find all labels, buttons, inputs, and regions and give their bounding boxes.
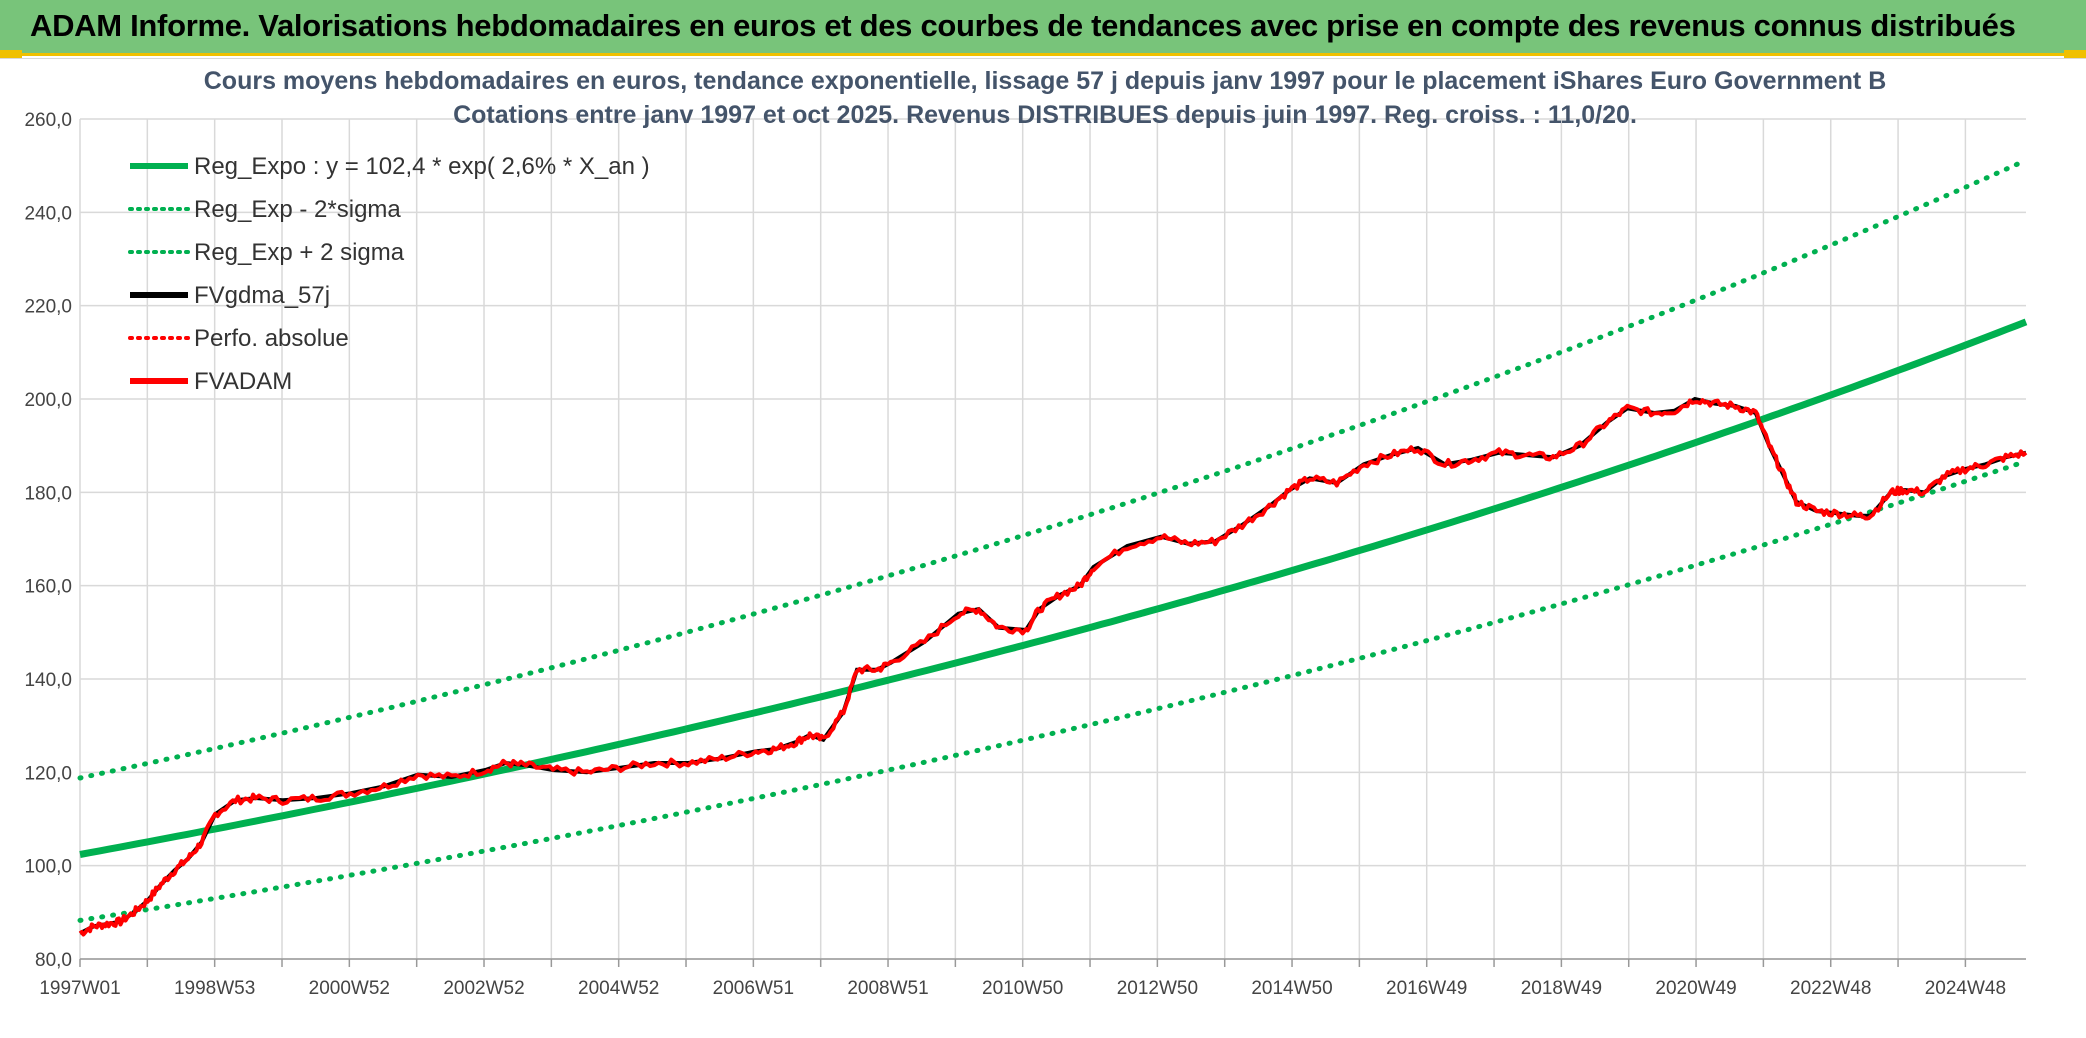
y-tick-label: 120,0 (24, 763, 72, 784)
y-tick-label: 260,0 (24, 110, 72, 131)
chart-subtitle: Cotations entre janv 1997 et oct 2025. R… (453, 101, 1637, 129)
legend-label: FVgdma_57j (194, 282, 330, 309)
report-title: ADAM Informe. Valorisations hebdomadaire… (30, 8, 2016, 43)
reg-exp-minus-2sigma-line (77, 458, 2029, 923)
report-header: ADAM Informe. Valorisations hebdomadaire… (0, 0, 2086, 56)
y-tick-label: 80,0 (35, 950, 72, 971)
x-tick-label: 2008W51 (847, 978, 928, 999)
y-axis-ticks: 80,0 100,0 120,0 140,0 160,0 180,0 200,0 220,0 2… (24, 110, 72, 971)
x-tick-label: 2022W48 (1790, 978, 1871, 999)
x-tick-label: 2010W50 (982, 978, 1063, 999)
x-tick-label: 1998W53 (174, 978, 255, 999)
chart-title: Cours moyens hebdomadaires en euros, ten… (204, 67, 1887, 95)
y-tick-label: 140,0 (24, 670, 72, 691)
x-tick-label: 2020W49 (1655, 978, 1736, 999)
y-tick-label: 220,0 (24, 297, 72, 318)
x-tick-label: 2012W50 (1117, 978, 1198, 999)
series-layer (77, 157, 2029, 937)
x-tick-label: 2024W48 (1925, 978, 2006, 999)
legend-label: Reg_Expo : y = 102,4 * exp( 2,6% * X_an … (194, 153, 650, 180)
x-tick-label: 2018W49 (1521, 978, 1602, 999)
legend-label: Reg_Exp - 2*sigma (194, 196, 401, 223)
legend: Reg_Expo : y = 102,4 * exp( 2,6% * X_an … (128, 153, 650, 395)
legend-label: FVADAM (194, 368, 292, 395)
chart: 80,0 100,0 120,0 140,0 160,0 180,0 200,0 220,0 2… (24, 67, 2029, 999)
legend-label: Perfo. absolue (194, 325, 349, 352)
y-tick-label: 160,0 (24, 577, 72, 598)
y-tick-label: 200,0 (24, 390, 72, 411)
reg-exp-plus-2sigma-line (77, 157, 2029, 781)
x-tick-label: 2000W52 (309, 978, 390, 999)
fvgdma-57j-line (79, 396, 2027, 936)
header-corner-right (2064, 50, 2086, 58)
reg-expo-line (79, 318, 2028, 858)
header-corner-left (0, 50, 22, 58)
x-tick-label: 1997W01 (39, 978, 120, 999)
x-tick-label: 2004W52 (578, 978, 659, 999)
y-tick-label: 180,0 (24, 483, 72, 504)
legend-label: Reg_Exp + 2 sigma (194, 239, 405, 266)
y-tick-label: 240,0 (24, 203, 72, 224)
x-tick-label: 2014W50 (1251, 978, 1332, 999)
y-tick-label: 100,0 (24, 857, 72, 878)
x-tick-label: 2002W52 (443, 978, 524, 999)
chart-frame: 80,0 100,0 120,0 140,0 160,0 180,0 200,0 220,0 2… (0, 58, 2086, 1037)
x-tick-label: 2016W49 (1386, 978, 1467, 999)
fvadam-line (78, 398, 2028, 937)
x-axis-ticks: 1997W01 1998W53 2000W52 2002W52 2004W52 2006W… (39, 959, 2006, 999)
x-tick-label: 2006W51 (713, 978, 794, 999)
